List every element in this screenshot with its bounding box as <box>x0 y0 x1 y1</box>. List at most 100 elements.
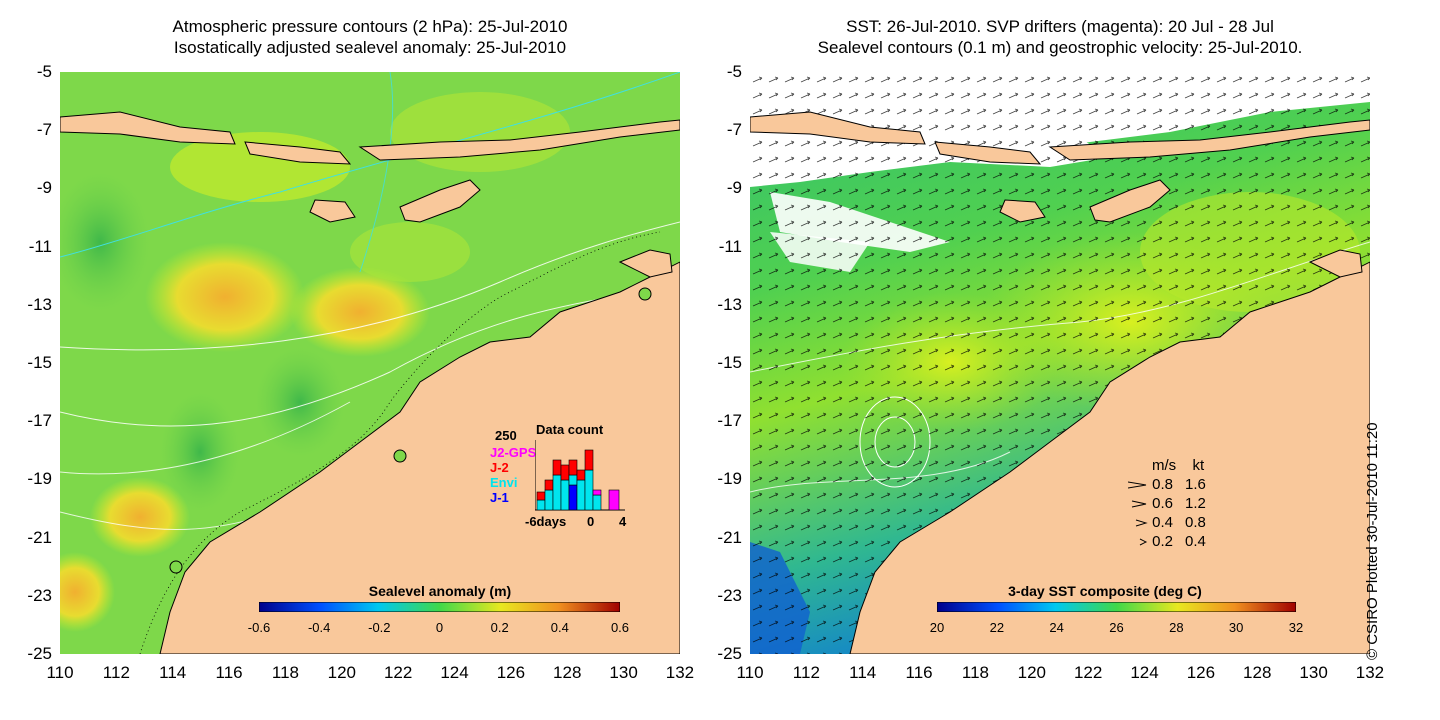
y-tick-label: -9 <box>726 178 742 198</box>
copyright-text: © CSIRO Plotted 30-Jul-2010 11:20 <box>1364 422 1381 660</box>
colorbar-tick-label: -0.2 <box>368 620 391 635</box>
velocity-kt-value: 1.2 <box>1185 495 1206 512</box>
x-tick-label: 116 <box>215 663 243 682</box>
sealevel-anomaly-map <box>60 72 680 654</box>
y-tick-label: -19 <box>717 469 742 489</box>
left-title-line2: Isostatically adjusted sealevel anomaly:… <box>173 38 567 57</box>
colorbar-tick-label: 0.2 <box>490 620 509 635</box>
y-tick-label: -23 <box>27 585 52 605</box>
velocity-arrow-icon <box>1139 538 1148 546</box>
sumba-island <box>309 199 356 223</box>
x-tick-label: 110 <box>46 663 74 682</box>
java-island <box>60 111 236 145</box>
colorbar-tick-label: 0.4 <box>550 620 569 635</box>
right-panel-title: SST: 26-Jul-2010. SVP drifters (magenta)… <box>750 16 1370 58</box>
timor-island <box>399 179 481 223</box>
legend-header-kt: kt <box>1192 457 1205 474</box>
colorbar-tick-label: 24 <box>1049 620 1064 635</box>
x-tick-label: 118 <box>961 663 989 682</box>
inset-xlabel-start: -6days <box>525 514 567 529</box>
sealevel-map-svg <box>60 72 680 654</box>
velocity-kt-value: 0.8 <box>1185 514 1206 531</box>
x-tick-label: 126 <box>496 663 526 682</box>
velocity-arrow-icon <box>1135 519 1148 527</box>
inset-xlabel-zero: 0 <box>587 514 595 529</box>
y-tick-label: -15 <box>717 353 742 372</box>
sealevel-colorbar <box>259 602 620 612</box>
y-tick-label: -23 <box>717 585 742 605</box>
y-tick-label: -15 <box>27 353 52 372</box>
y-tick-label: -17 <box>27 411 52 431</box>
inset-series-label: J2-GPS <box>490 445 537 460</box>
x-tick-label: 122 <box>383 663 413 682</box>
x-tick-label: 132 <box>1355 663 1385 682</box>
x-tick-label: 132 <box>665 663 695 682</box>
colorbar-tick-label: 20 <box>929 620 945 635</box>
x-tick-label: 112 <box>792 663 820 682</box>
y-tick-label: -17 <box>717 411 742 431</box>
x-tick-label: 128 <box>1243 663 1272 682</box>
x-tick-label: 124 <box>440 663 469 682</box>
colorbar-tick-label: -0.6 <box>247 620 271 635</box>
x-tick-label: 114 <box>849 663 877 682</box>
y-tick-label: -7 <box>726 120 742 140</box>
velocity-arrow-icon <box>1131 500 1147 508</box>
right-colorbar-title: 3-day SST composite (deg C) <box>1008 583 1202 599</box>
x-tick-label: 130 <box>1299 663 1328 682</box>
x-tick-label: 126 <box>1186 663 1216 682</box>
velocity-ms-value: 0.6 <box>1148 495 1174 512</box>
inset-series-label: J-2 <box>490 460 509 475</box>
x-tick-label: 122 <box>1073 663 1103 682</box>
sst-map <box>750 72 1370 654</box>
velocity-legend-row: 0.2 0.4 <box>1128 532 1206 551</box>
colorbar-tick-label: 26 <box>1109 620 1124 635</box>
left-panel-title: Atmospheric pressure contours (2 hPa): 2… <box>60 16 680 58</box>
velocity-legend: m/s kt 0.8 1.6 0.6 1.2 0.4 0.8 0.2 0.4 <box>1127 456 1206 551</box>
velocity-kt-value: 1.6 <box>1185 476 1206 493</box>
y-tick-label: -5 <box>726 62 742 81</box>
y-tick-label: -21 <box>717 527 742 547</box>
velocity-legend-row: 0.4 0.8 <box>1128 513 1206 532</box>
x-tick-label: 112 <box>102 663 130 682</box>
velocity-kt-value: 0.4 <box>1185 533 1206 550</box>
x-tick-label: 114 <box>159 663 187 682</box>
y-tick-label: -13 <box>717 294 742 314</box>
data-count-histogram <box>535 440 625 511</box>
legend-header-ms: m/s <box>1152 457 1177 474</box>
x-tick-label: 128 <box>553 663 582 682</box>
inset-series-label: J-1 <box>490 490 509 505</box>
inset-ymax: 250 <box>495 428 517 443</box>
colorbar-tick-label: 0.6 <box>610 620 630 635</box>
right-title-line2: Sealevel contours (0.1 m) and geostrophi… <box>817 38 1303 57</box>
x-tick-label: 120 <box>1017 663 1046 682</box>
x-tick-label: 118 <box>271 663 299 682</box>
velocity-ms-value: 0.2 <box>1148 533 1174 550</box>
y-tick-label: -7 <box>36 120 52 140</box>
colorbar-tick-label: 22 <box>989 620 1005 635</box>
colorbar-tick-label: 32 <box>1288 620 1304 635</box>
y-tick-label: -21 <box>27 527 52 547</box>
x-tick-label: 130 <box>609 663 638 682</box>
y-tick-label: -19 <box>27 469 52 489</box>
velocity-arrow-icon <box>1127 481 1147 489</box>
velocity-legend-row: 0.8 1.6 <box>1127 475 1206 494</box>
left-title-line1: Atmospheric pressure contours (2 hPa): 2… <box>172 17 568 36</box>
inset-series-label: Envi <box>490 475 518 490</box>
y-tick-label: -11 <box>28 236 52 256</box>
right-title-line1: SST: 26-Jul-2010. SVP drifters (magenta)… <box>846 17 1274 36</box>
inset-xlabel-end: 4 <box>619 514 627 529</box>
x-tick-label: 116 <box>905 663 933 682</box>
velocity-ms-value: 0.4 <box>1148 514 1174 531</box>
y-tick-label: -25 <box>717 644 742 663</box>
x-tick-label: 110 <box>736 663 764 682</box>
y-tick-label: -25 <box>27 644 52 663</box>
velocity-ms-value: 0.8 <box>1148 476 1174 493</box>
colorbar-tick-label: 30 <box>1228 620 1244 635</box>
left-colorbar-title: Sealevel anomaly (m) <box>368 583 512 599</box>
colorbar-tick-label: 0 <box>435 620 444 635</box>
velocity-legend-row: 0.6 1.2 <box>1128 494 1206 513</box>
y-tick-label: -5 <box>36 62 52 81</box>
y-tick-label: -13 <box>27 294 52 314</box>
inset-title: Data count <box>536 422 604 437</box>
sst-map-svg <box>750 72 1370 654</box>
